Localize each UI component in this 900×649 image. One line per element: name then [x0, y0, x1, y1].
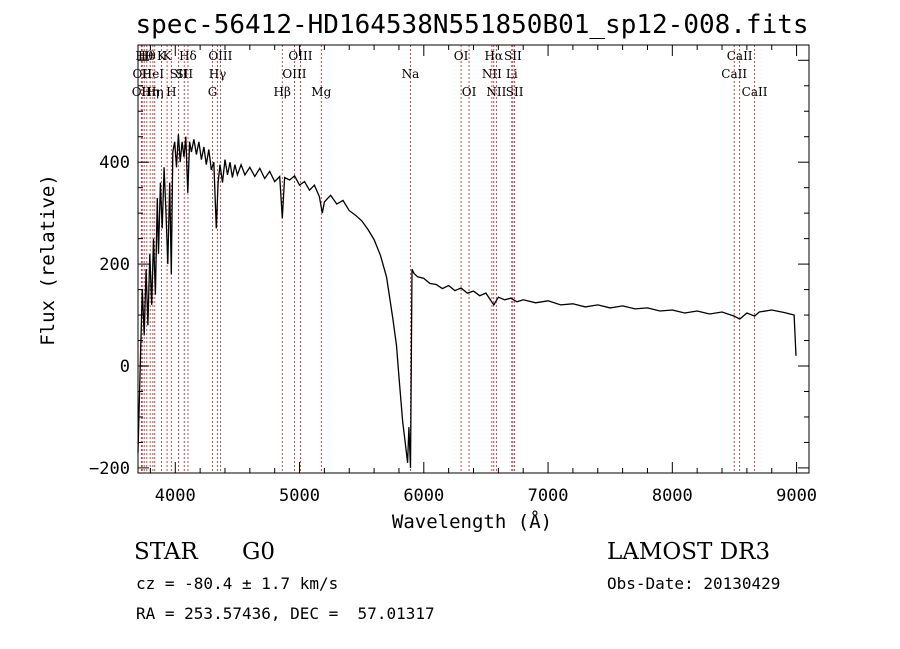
line-marker-label-1: OII [133, 67, 153, 81]
line-marker-label-16: Hβ [274, 85, 291, 99]
axis-ticks [138, 45, 809, 473]
plot-frame [137, 44, 810, 474]
line-marker-label-23: NII [482, 67, 502, 81]
line-marker-label-4: Hη [141, 85, 159, 99]
line-marker-label-17: OIII [282, 67, 306, 81]
object-class: STAR [134, 539, 198, 565]
y-axis-label: Flux (relative) [37, 174, 59, 346]
line-marker-label-2: Hθ [135, 49, 153, 63]
coordinates: RA = 253.57436, DEC = 57.01317 [136, 604, 435, 623]
x-tick-label-3: 7000 [528, 486, 569, 506]
line-marker-label-6: Hη [146, 85, 164, 99]
spectrum-chart: spec-56412-HD164538N551850B01_sp12-008.f… [37, 10, 817, 533]
line-marker-label-24: Hα [484, 49, 503, 63]
x-tick-label-5: 9000 [776, 486, 817, 506]
x-tick-label-0: 4000 [155, 486, 196, 506]
x-tick-label-2: 6000 [403, 486, 444, 506]
y-tick-label-0: −200 [89, 459, 130, 479]
line-marker-label-25: NII [486, 85, 506, 99]
redshift-cz: cz = -80.4 ± 1.7 km/s [136, 574, 339, 593]
x-axis-label: Wavelength (Å) [392, 510, 552, 533]
line-marker-label-10: SII [170, 67, 188, 81]
x-tick-labels: 4000 5000 6000 7000 8000 9000 [155, 486, 817, 506]
line-marker-label-28: SII [506, 85, 524, 99]
object-subclass: G0 [242, 539, 276, 565]
line-marker-label-18: OIII [288, 49, 312, 63]
line-marker-label-3: Hθ [138, 49, 156, 63]
x-tick-label-4: 8000 [652, 486, 693, 506]
observation-date: Obs-Date: 20130429 [607, 574, 781, 593]
line-marker-label-12: Hδ [179, 49, 197, 63]
survey-name: LAMOST DR3 [607, 539, 771, 565]
line-marker-label-7: K [157, 49, 167, 63]
line-marker-label-11: SII [175, 67, 193, 81]
line-marker-label-30: CaII [727, 49, 753, 63]
line-marker-label-14: Hγ [209, 67, 227, 81]
line-marker-label-19: Mg [311, 85, 331, 99]
line-marker-label-29: CaII [721, 67, 747, 81]
x-tick-label-1: 5000 [279, 486, 320, 506]
line-marker-label-22: OI [462, 85, 477, 99]
spectrum-line [137, 134, 797, 468]
line-marker-labels: OIIOIIHθHθHηHeIHηKKHSIISIIHδGHγOIIIHβOII… [132, 49, 768, 99]
line-marker-label-0: OII [132, 85, 152, 99]
y-tick-label-1: 0 [120, 357, 130, 377]
line-marker-label-13: G [208, 85, 218, 99]
y-tick-labels: −200 0 200 400 [89, 153, 130, 479]
line-marker-label-31: CaII [742, 85, 768, 99]
line-marker-label-9: H [166, 85, 176, 99]
y-tick-label-2: 200 [99, 255, 130, 275]
line-marker-label-26: Li [506, 67, 518, 81]
line-markers [140, 45, 755, 473]
line-marker-label-5: HeI [142, 67, 165, 81]
line-marker-label-21: OI [454, 49, 469, 63]
line-marker-label-20: Na [402, 67, 420, 81]
chart-title: spec-56412-HD164538N551850B01_sp12-008.f… [135, 10, 808, 40]
y-tick-label-3: 400 [99, 153, 130, 173]
line-marker-label-15: OIII [208, 49, 232, 63]
line-marker-label-27: SII [504, 49, 522, 63]
line-marker-label-8: K [163, 49, 173, 63]
